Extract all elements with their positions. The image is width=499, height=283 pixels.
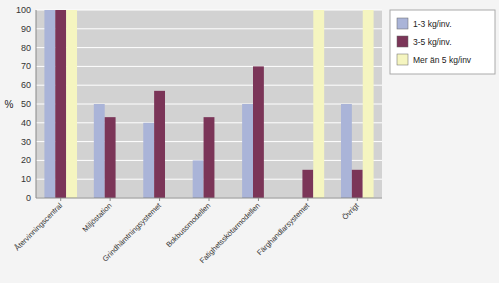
- y-tick-label: 100: [16, 5, 31, 15]
- y-tick-label: 70: [21, 61, 31, 71]
- x-tick-label: Återvinningscentral: [13, 201, 65, 253]
- y-tick-label: 60: [21, 80, 31, 90]
- x-tick-label: Bokbussmodellen: [164, 201, 212, 249]
- bars: [44, 10, 373, 198]
- background: [0, 0, 499, 283]
- x-tick-label: Fatighetsskötarmodellen: [198, 201, 262, 265]
- grid-line: [36, 10, 382, 11]
- x-tick: [307, 198, 308, 201]
- y-tick-label: 0: [26, 193, 31, 203]
- y-tick-label: 30: [21, 137, 31, 147]
- bar: [154, 91, 165, 198]
- bar: [341, 104, 352, 198]
- bar: [94, 104, 105, 198]
- legend-swatch: [397, 18, 408, 29]
- x-tick: [209, 198, 210, 201]
- plot-area: [36, 10, 382, 198]
- legend-swatch: [397, 54, 408, 65]
- bar: [313, 10, 324, 198]
- x-tick: [357, 198, 358, 201]
- y-tick-label: 10: [21, 174, 31, 184]
- bar: [44, 10, 55, 198]
- y-axis-label: %: [5, 99, 14, 110]
- x-tick: [110, 198, 111, 201]
- y-tick-label: 50: [21, 99, 31, 109]
- x-tick-label: Färghandlarsystemet: [255, 200, 312, 257]
- x-tick-label: Miljöstation: [81, 201, 114, 234]
- bar: [143, 123, 154, 198]
- legend-box: [390, 10, 495, 74]
- grid-line: [36, 104, 382, 105]
- x-tick: [60, 198, 61, 201]
- legend-label: 1-3 kg/inv.: [413, 19, 452, 29]
- x-tick: [258, 198, 259, 201]
- bar: [302, 170, 313, 198]
- y-tick-label: 80: [21, 43, 31, 53]
- y-axis: [36, 10, 37, 198]
- bar: [193, 160, 204, 198]
- bar: [105, 117, 116, 198]
- grid-line: [36, 66, 382, 67]
- x-tick: [159, 198, 160, 201]
- bar: [253, 66, 264, 198]
- y-tick-label: 90: [21, 24, 31, 34]
- legend-label: 3-5 kg/inv.: [413, 37, 452, 47]
- legend-label: Mer än 5 kg/inv: [413, 55, 472, 65]
- grid-line: [36, 85, 382, 86]
- bar: [352, 170, 363, 198]
- x-tick-label: Övrigt: [340, 200, 361, 221]
- grid-line: [36, 28, 382, 29]
- bar: [363, 10, 374, 198]
- legend: 1-3 kg/inv. 3-5 kg/inv. Mer än 5 kg/inv: [390, 10, 495, 74]
- bar: [55, 10, 66, 198]
- x-tick-label: Grindhämtningsystemet: [101, 200, 164, 263]
- y-tick-label: 20: [21, 155, 31, 165]
- y-tick-label: 40: [21, 118, 31, 128]
- bar: [242, 104, 253, 198]
- bar: [204, 117, 215, 198]
- legend-swatch: [397, 36, 408, 47]
- chart: 0 10 20 30 40 50 60 70 80 90 100% Återvinningscentr…: [0, 0, 499, 283]
- grid-line: [36, 47, 382, 48]
- bar: [66, 10, 77, 198]
